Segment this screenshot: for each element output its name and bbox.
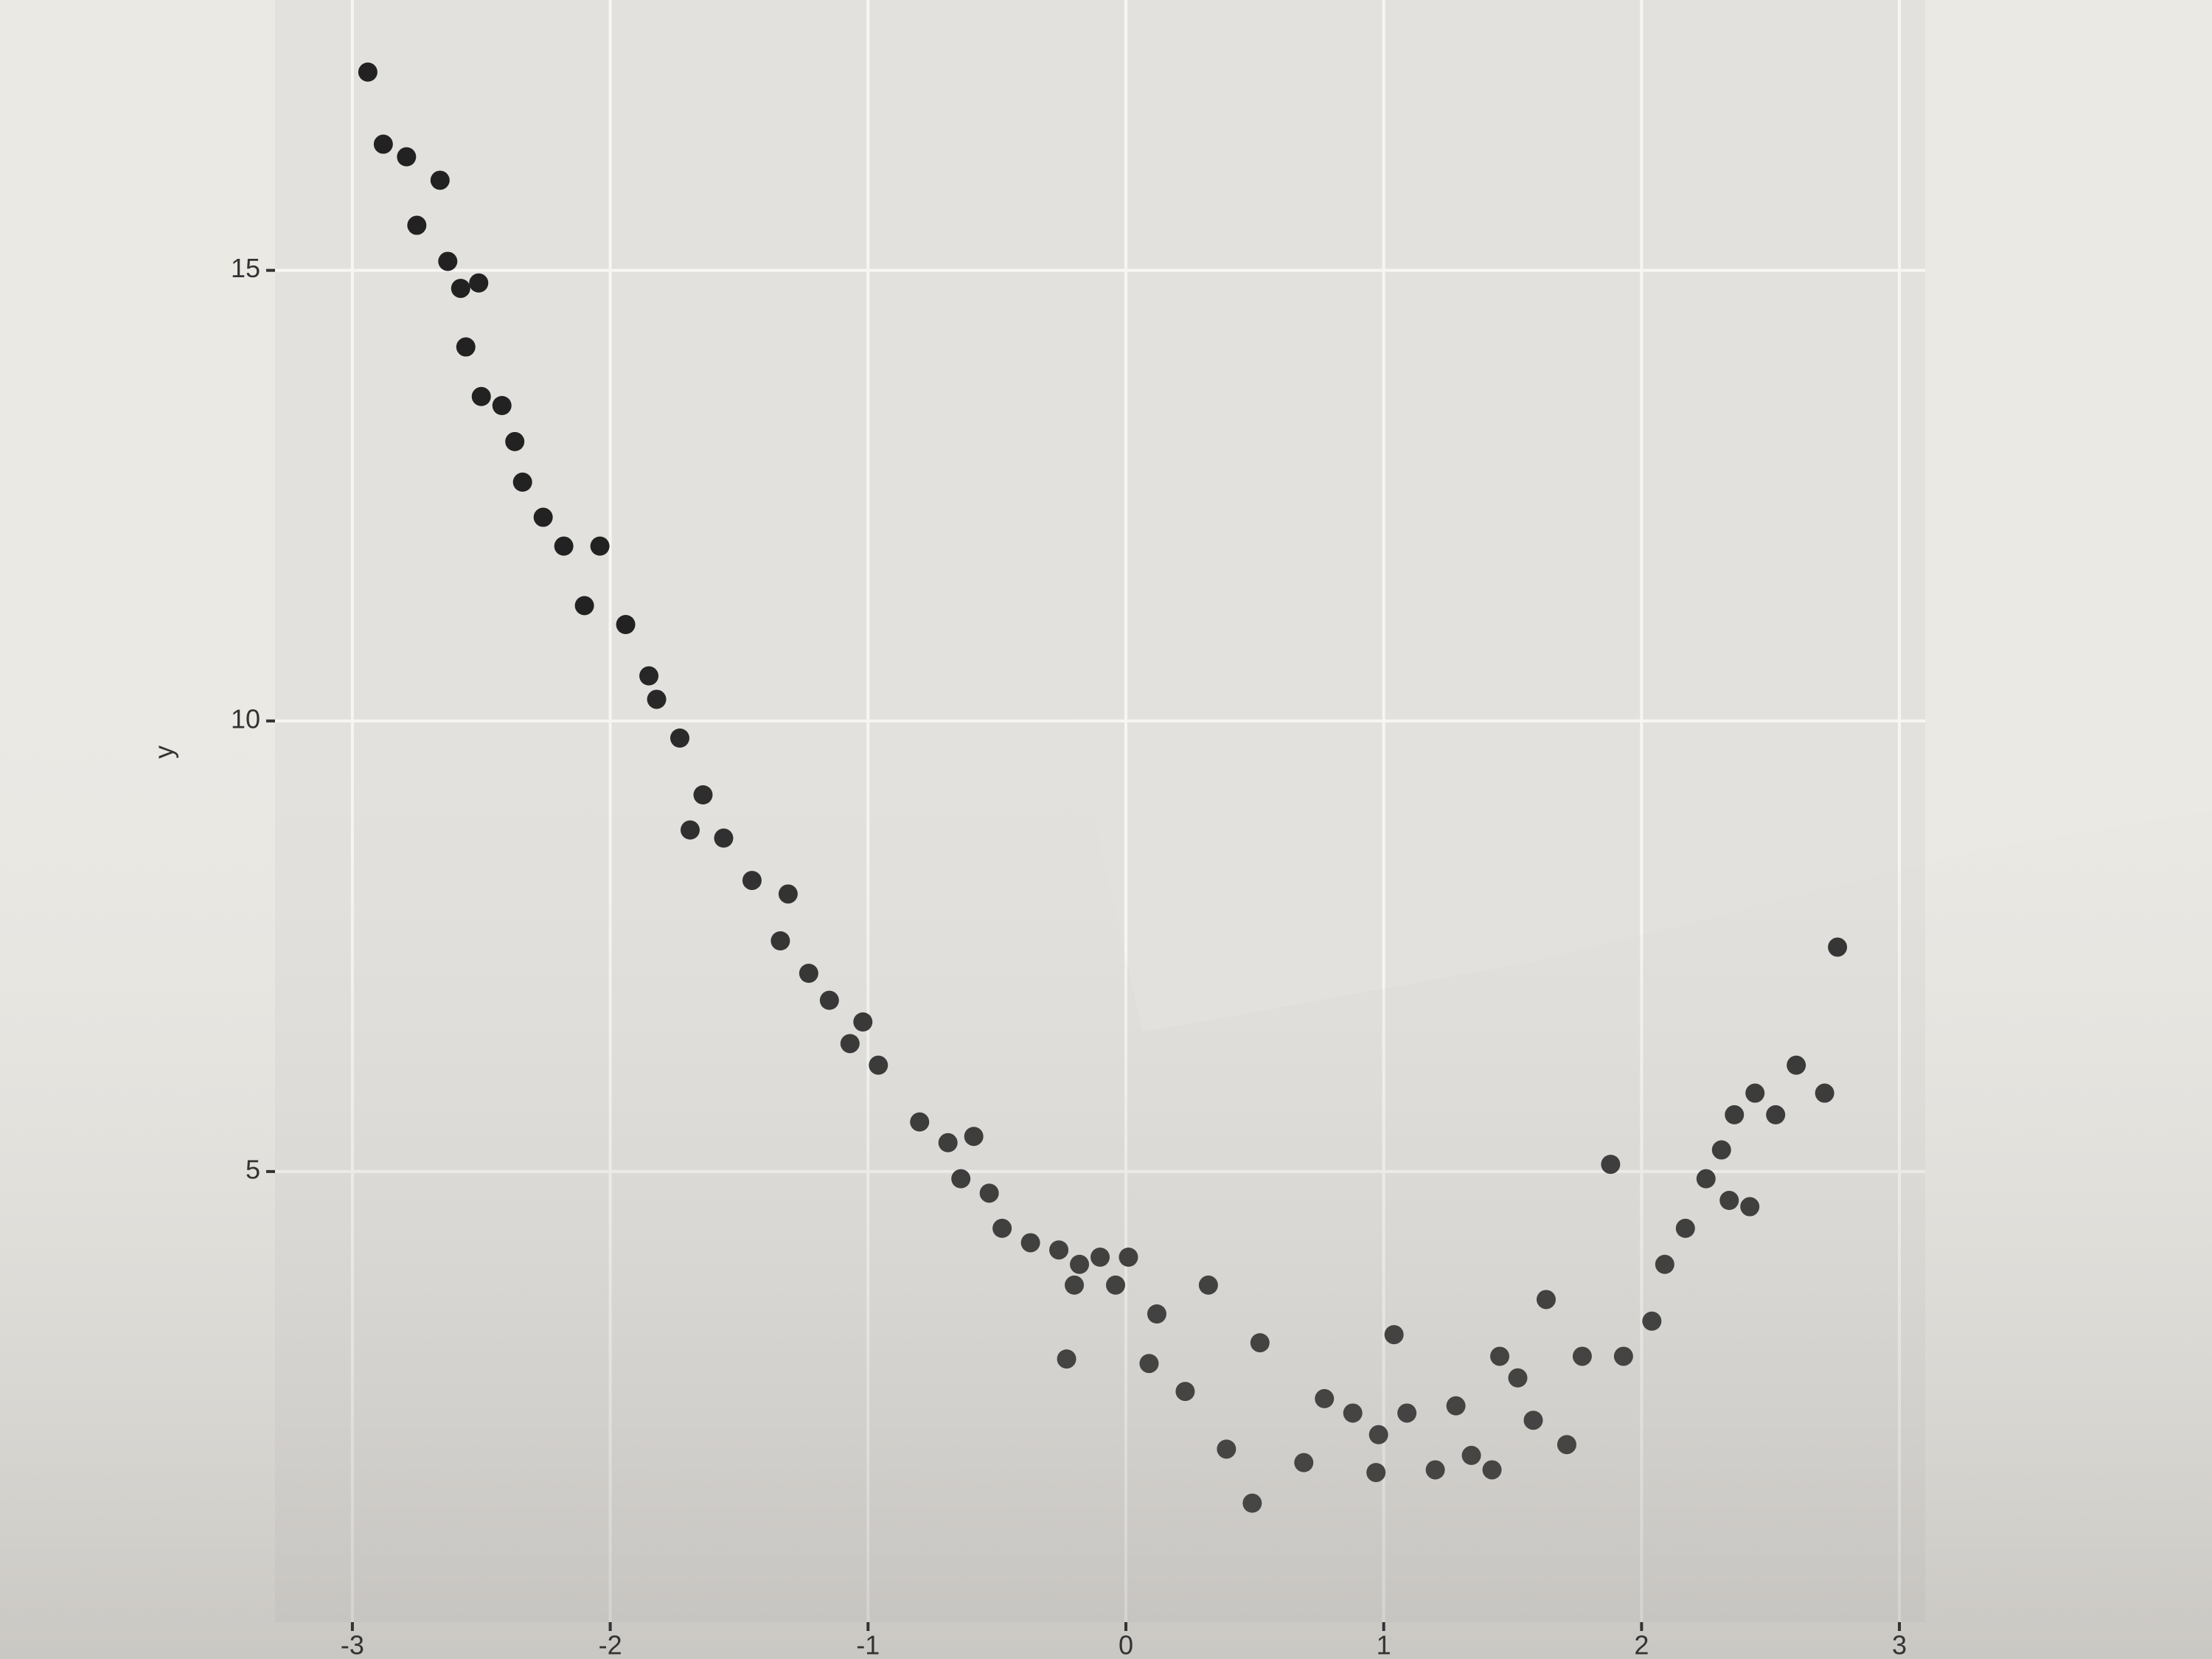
- point: [574, 596, 594, 616]
- x-tick-label: 2: [1634, 1630, 1649, 1659]
- x-tick-label: -1: [856, 1630, 880, 1659]
- point: [358, 62, 378, 82]
- point: [616, 615, 636, 634]
- y-axis-label: y: [149, 745, 179, 759]
- point: [471, 386, 491, 406]
- point: [469, 273, 489, 293]
- point: [407, 215, 427, 235]
- point: [456, 337, 476, 357]
- x-tick-label: -3: [341, 1630, 364, 1659]
- x-tick-label: 3: [1892, 1630, 1907, 1659]
- point: [590, 536, 610, 556]
- y-tick-label: 15: [231, 253, 260, 283]
- point: [505, 431, 525, 451]
- point: [438, 251, 458, 271]
- point: [512, 472, 532, 492]
- shadow: [0, 605, 2212, 1659]
- point: [554, 536, 574, 556]
- point: [397, 147, 417, 167]
- point: [451, 279, 470, 299]
- point: [430, 170, 450, 190]
- point: [533, 507, 553, 527]
- x-tick-label: 0: [1119, 1630, 1133, 1659]
- y-tick-label: 5: [246, 1154, 260, 1184]
- point: [492, 396, 512, 415]
- point: [373, 134, 393, 154]
- x-tick-label: -2: [599, 1630, 622, 1659]
- y-tick-label: 10: [231, 703, 260, 734]
- x-tick-label: 1: [1377, 1630, 1391, 1659]
